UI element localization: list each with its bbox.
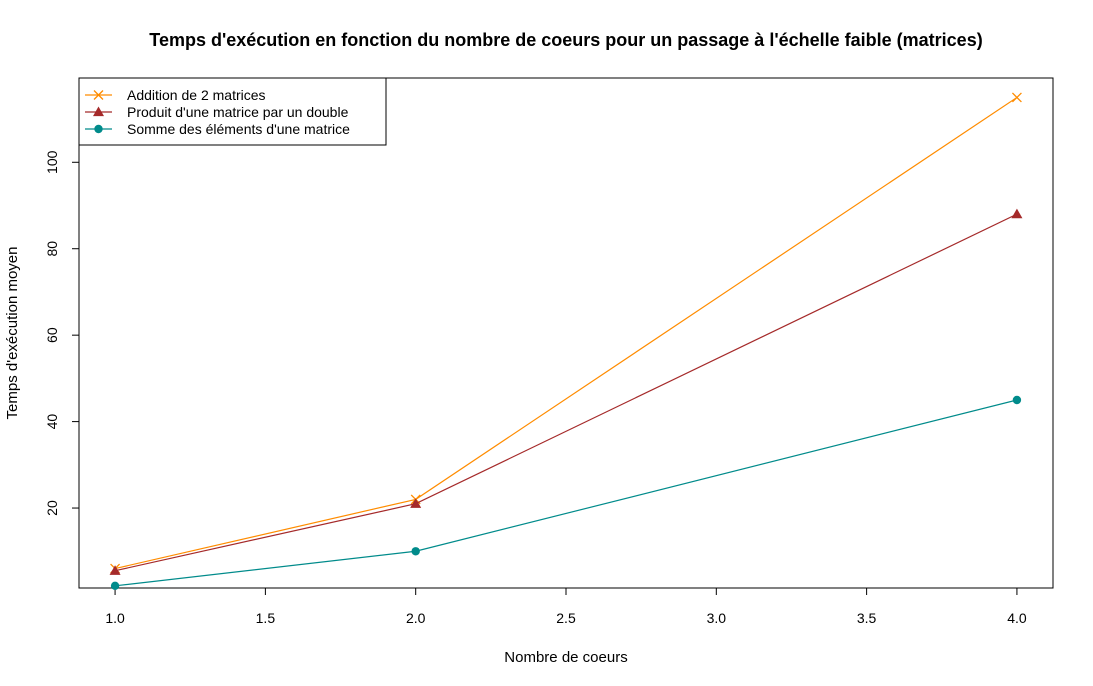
legend-marker <box>94 124 103 134</box>
legend-box <box>78 77 387 146</box>
data-point <box>411 547 420 556</box>
y-tick-label: 60 <box>44 327 60 343</box>
series-line <box>114 96 1018 570</box>
data-point <box>110 581 120 591</box>
data-point <box>410 498 422 508</box>
data-point <box>1011 92 1022 103</box>
series-line <box>114 213 1018 572</box>
data-point <box>109 565 121 575</box>
x-tick-label: 2.5 <box>556 610 576 626</box>
series-line <box>115 399 1018 587</box>
y-tick-label: 80 <box>44 241 60 257</box>
x-tick-label: 1.5 <box>256 610 276 626</box>
chart-title: Temps d'exécution en fonction du nombre … <box>149 30 982 50</box>
y-axis: 20 40 60 80 100 <box>44 150 80 516</box>
y-tick-label: 100 <box>44 150 60 174</box>
plot-area-frame <box>78 77 1054 589</box>
legend-label: Somme des éléments d'une matrice <box>127 121 350 137</box>
y-tick-label: 20 <box>44 500 60 516</box>
x-axis-title: Nombre de coeurs <box>504 649 627 666</box>
legend-marker <box>93 90 104 100</box>
x-tick-label: 2.0 <box>406 610 426 626</box>
x-tick-label: 4.0 <box>1007 610 1027 626</box>
legend-label: Produit d'une matrice par un double <box>127 104 349 120</box>
data-point <box>1011 208 1023 219</box>
x-tick-label: 3.5 <box>857 610 877 626</box>
series-layer <box>109 92 1023 591</box>
y-tick-label: 40 <box>44 414 60 430</box>
x-tick-label: 1.0 <box>105 610 125 626</box>
y-axis-title: Temps d'exécution moyen <box>4 247 21 420</box>
x-axis: 1.0 1.5 2.0 2.5 3.0 3.5 4.0 <box>105 587 1027 626</box>
legend-label: Addition de 2 matrices <box>127 87 266 103</box>
data-point <box>1012 395 1022 405</box>
legend-marker <box>93 106 104 117</box>
x-tick-label: 3.0 <box>707 610 727 626</box>
